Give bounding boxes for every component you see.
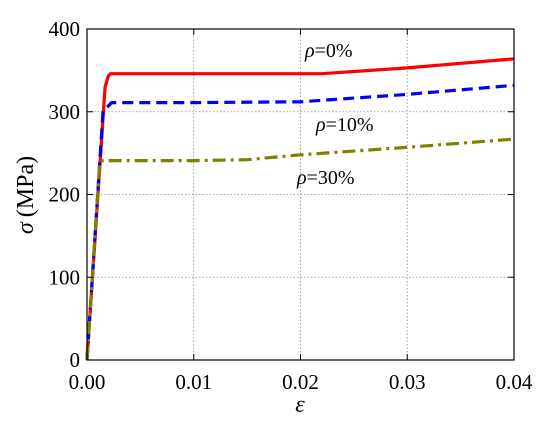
y-tick-label: 300 [49,100,81,124]
grid-lines [87,29,514,360]
x-axis-label: ε [295,392,305,418]
series-label-rho-30: ρ=30% [296,167,355,189]
series-label-rho-10: ρ=10% [315,114,374,136]
series-line-2 [85,137,515,361]
y-tick-label: 0 [70,348,81,372]
x-tick-labels: 0.00 0.01 0.02 0.03 0.04 [69,370,533,394]
series-label-rho-0: ρ=0% [304,40,353,62]
y-tick-labels: 0 100 200 300 400 [49,17,81,372]
y-tick-label: 400 [49,17,81,41]
x-tick-label: 0.01 [175,370,212,394]
y-tick-label: 100 [49,265,81,289]
tick-marks [86,28,515,361]
series-line-0 [85,57,515,361]
y-axis-unit: (MPa) [13,156,39,217]
y-tick-label: 200 [49,183,81,207]
y-axis-symbol: σ [13,221,39,234]
y-axis-label: σ (MPa) [13,156,39,234]
x-tick-label: 0.04 [496,370,533,394]
x-tick-label: 0.03 [389,370,426,394]
series-lines [85,57,515,361]
x-tick-label: 0.00 [69,370,106,394]
x-tick-label: 0.02 [282,370,319,394]
